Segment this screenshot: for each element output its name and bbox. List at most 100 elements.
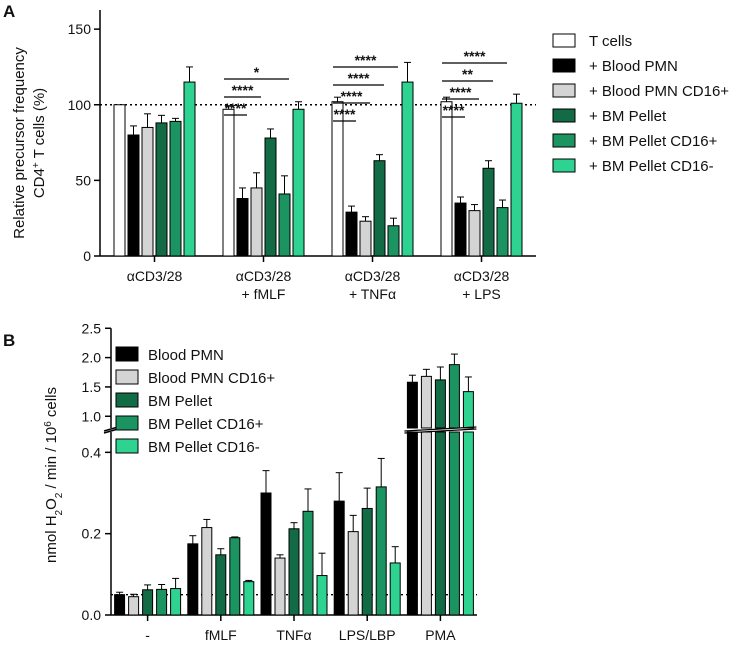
bar-t-cells-3 — [440, 101, 453, 257]
legend-label-t-cells: T cells — [589, 33, 632, 50]
bar-blood-pmn-0 — [114, 594, 126, 616]
x-tick-label-3: αCD3/28 — [454, 268, 510, 284]
bar-lower-blood-pmn-4 — [406, 431, 418, 616]
bar-t-cells-2 — [331, 101, 344, 257]
legend-swatch-blood-pmn — [552, 58, 576, 73]
bar-lower-blood-pmn-cd16-4 — [420, 431, 432, 616]
bar-blood-pmn-cd16-3 — [347, 531, 359, 616]
y-tick-label-50: 50 — [75, 172, 91, 188]
ylabel-cd4: CD4 — [31, 168, 48, 198]
ylabel-o: O — [43, 498, 60, 510]
bar-bm-pellet-3 — [361, 507, 373, 616]
bar-bm-pellet-cd16-1 — [292, 108, 305, 257]
sig-stars-1-0: **** — [225, 100, 247, 116]
x-tick-label-pma: PMA — [425, 627, 456, 643]
x-tick-label-2: αCD3/28 — [345, 268, 401, 284]
bar-bm-pellet-cd16-2 — [401, 81, 414, 257]
bar-blood-pmn-cd16-0 — [128, 596, 140, 616]
bar-blood-pmn-3 — [333, 500, 345, 616]
bar-t-cells-1 — [222, 108, 235, 257]
bar-bm-pellet-cd16-0 — [156, 588, 168, 616]
bar-bm-pellet-2 — [288, 528, 300, 616]
bar-bm-pellet-1 — [264, 137, 277, 257]
bar-upper-blood-pmn-4 — [406, 381, 418, 429]
bar-bm-pellet-cd16-3 — [375, 486, 387, 616]
x-tick-sublabel-3: + LPS — [462, 286, 501, 302]
y-tick-label-0-4: 0.4 — [82, 444, 102, 460]
legend-label-blood-pmn: Blood PMN — [148, 347, 224, 364]
bar-blood-pmn-3 — [454, 202, 467, 257]
panel-b-chart: 0.0 0.2 0.4 1.0 1.5 2.0 2.5 - fMLF TNFα LPS/LBP PMA… — [43, 320, 477, 643]
bar-bm-pellet-cd16-1 — [229, 537, 241, 616]
axis-break-gap — [404, 428, 477, 432]
legend-swatch-blood-pmn-cd16 — [115, 369, 139, 385]
sig-stars-1-1: **** — [232, 82, 254, 98]
x-tick-sublabel-2: + TNFα — [349, 286, 396, 302]
x-tick-sublabel-1: + fMLF — [242, 286, 286, 302]
ylabel-cells: cells — [43, 387, 60, 421]
x-tick-label-: - — [145, 627, 150, 643]
bar-blood-pmn-cd16-3 — [468, 210, 481, 257]
sig-stars-2-2: **** — [348, 70, 370, 86]
bar-bm-pellet-cd16-3 — [510, 102, 523, 257]
bar-bm-pellet-cd16-1 — [243, 581, 255, 616]
sig-stars-1-2: * — [254, 64, 260, 80]
bar-bm-pellet-cd16-0 — [169, 120, 182, 257]
panel-a-significance: *************************************** — [224, 48, 507, 122]
bar-bm-pellet-cd16-3 — [389, 562, 401, 616]
legend-label-bm-pellet: + BM Pellet — [589, 108, 667, 125]
bar-bm-pellet-cd16-1 — [278, 193, 291, 257]
bar-blood-pmn-cd16-2 — [274, 557, 286, 616]
panel-b-y-label: nmol H2O2 / min / 106 cells — [43, 387, 65, 563]
y-tick-label-upper-1-5: 1.5 — [82, 379, 102, 395]
ylabel-nmol-h: nmol H — [43, 515, 60, 563]
panel-a-y-label-line1: Relative precursor frequency — [11, 47, 28, 239]
legend-label-bm-pellet-cd16: + BM Pellet CD16+ — [589, 133, 718, 150]
panel-a-legend: T cells + Blood PMN + Blood PMN CD16+ + BM … — [552, 33, 729, 175]
legend-label-blood-pmn-cd16: Blood PMN CD16+ — [148, 370, 275, 387]
bar-lower-bm-pellet-cd16-4 — [462, 431, 474, 616]
bar-blood-pmn-cd16-0 — [141, 126, 154, 257]
bar-blood-pmn-1 — [236, 198, 249, 257]
panel-b-bars — [114, 353, 477, 616]
legend-swatch-blood-pmn — [115, 346, 139, 362]
bar-upper-bm-pellet-4 — [434, 379, 446, 429]
panel-a-bars — [113, 61, 523, 257]
y-tick-label-150: 150 — [68, 21, 92, 37]
bar-blood-pmn-cd16-1 — [201, 527, 213, 616]
ylabel-per-min: / min / 10 — [43, 427, 60, 493]
bar-blood-pmn-2 — [260, 492, 272, 616]
legend-swatch-blood-pmn-cd16 — [552, 83, 576, 98]
bar-break-line-top — [404, 426, 477, 432]
bar-blood-pmn-2 — [345, 211, 358, 257]
sig-stars-2-1: **** — [341, 88, 363, 104]
bar-bm-pellet-2 — [373, 160, 386, 257]
bar-bm-pellet-0 — [155, 122, 168, 257]
x-tick-label-1: αCD3/28 — [236, 268, 292, 284]
ylabel-sup-6: 6 — [43, 421, 54, 427]
ylabel-sub-2b: 2 — [54, 492, 65, 498]
bar-bm-pellet-3 — [482, 167, 495, 257]
sig-stars-3-0: **** — [443, 102, 465, 118]
bar-bm-pellet-cd16-2 — [316, 575, 328, 616]
legend-swatch-bm-pellet — [552, 108, 576, 123]
y-tick-label-0-2: 0.2 — [82, 526, 102, 542]
legend-swatch-bm-pellet-cd16 — [115, 438, 139, 454]
sig-stars-2-3: **** — [355, 52, 377, 68]
bar-upper-blood-pmn-cd16-4 — [420, 375, 432, 429]
y-tick-label-0: 0 — [83, 248, 91, 264]
legend-label-blood-pmn: + Blood PMN — [589, 58, 678, 75]
y-tick-label-0-0: 0.0 — [82, 607, 102, 623]
panel-b-legend: Blood PMN Blood PMN CD16+ BM Pellet BM Pell… — [115, 346, 275, 456]
ylabel-sub-2a: 2 — [54, 509, 65, 515]
legend-swatch-t-cells — [552, 33, 576, 48]
x-tick-label-0: αCD3/28 — [127, 268, 183, 284]
y-tick-label-upper-2-0: 2.0 — [82, 350, 102, 366]
bar-lower-bm-pellet-cd16-4 — [448, 431, 460, 616]
bar-blood-pmn-0 — [127, 134, 140, 257]
legend-label-blood-pmn-cd16: + Blood PMN CD16+ — [589, 83, 729, 100]
panel-a-label: A — [3, 2, 15, 21]
sig-stars-3-2: ** — [462, 66, 473, 82]
bar-bm-pellet-0 — [142, 589, 154, 616]
